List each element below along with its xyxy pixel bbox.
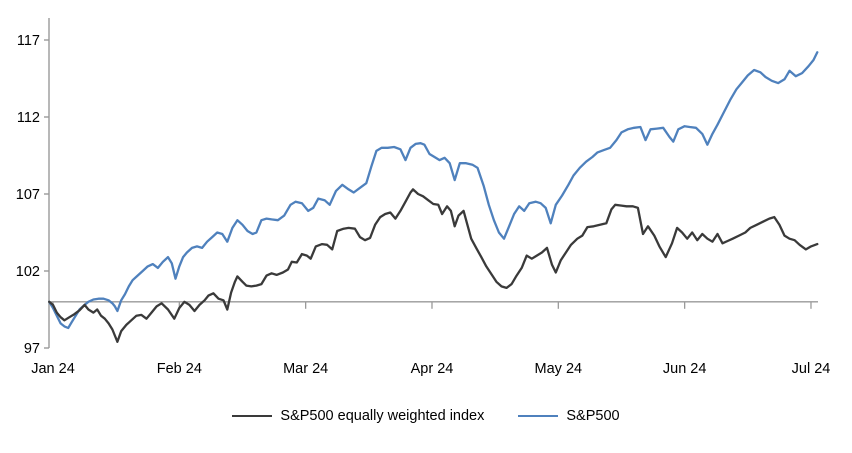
legend-item-sp500-equal-weight: S&P500 equally weighted index — [232, 408, 484, 424]
y-tick-label: 102 — [16, 264, 40, 280]
legend-item-sp500: S&P500 — [518, 408, 620, 424]
legend-line-swatch-blue — [518, 415, 559, 417]
line-chart: 97 102 107 112 117 Jan 24 Feb 24 Mar 24 Apr 24 Ma… — [16, 18, 831, 377]
x-tick-label: Apr 24 — [411, 361, 454, 377]
x-tick-label: Jan 24 — [31, 361, 75, 377]
y-tick-label: 112 — [17, 110, 40, 126]
series-line-sp500 — [48, 51, 819, 330]
legend-label: S&P500 — [566, 408, 620, 424]
x-tick-label: Mar 24 — [283, 361, 328, 377]
legend-line-swatch-black — [232, 415, 273, 417]
series-line-sp500-equal-weight — [48, 188, 819, 343]
y-tick-label: 97 — [24, 341, 40, 357]
y-tick-label: 117 — [17, 33, 40, 49]
legend-label: S&P500 equally weighted index — [280, 408, 485, 424]
y-tick-label: 107 — [16, 187, 40, 203]
x-tick-label: Jul 24 — [792, 361, 831, 377]
legend: S&P500 equally weighted index S&P500 — [0, 408, 852, 424]
x-tick-label: Jun 24 — [663, 361, 707, 377]
x-tick-label: Feb 24 — [157, 361, 202, 377]
x-tick-label: May 24 — [535, 361, 583, 377]
